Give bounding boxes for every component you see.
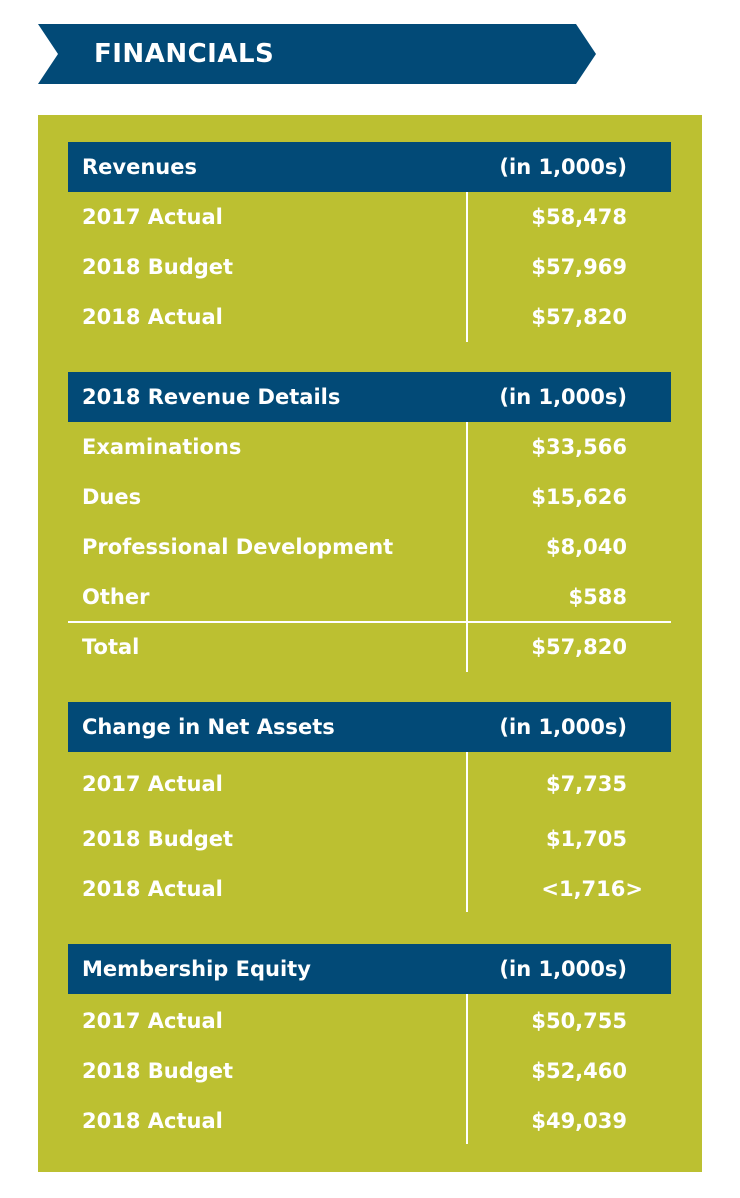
section-header: Change in Net Assets (in 1,000s) <box>68 702 671 752</box>
section-header-label: Revenues <box>82 155 197 179</box>
table-row: 2018 Budget $52,460 <box>68 1046 671 1096</box>
row-value: $33,566 <box>531 435 627 459</box>
row-value: $7,735 <box>545 772 627 796</box>
page-title: FINANCIALS <box>94 39 275 69</box>
table-row: 2018 Actual $57,820 <box>68 292 671 342</box>
row-value: $52,460 <box>531 1059 627 1083</box>
column-divider <box>466 192 468 342</box>
column-divider <box>466 994 468 1144</box>
table-row: 2018 Actual <1,716> <box>68 864 671 914</box>
revenues-section: Revenues (in 1,000s) 2017 Actual $58,478… <box>68 142 671 342</box>
table-row: Examinations $33,566 <box>68 422 671 472</box>
total-row: Total $57,820 <box>68 622 671 672</box>
row-value: $57,820 <box>531 305 627 329</box>
row-label: 2018 Actual <box>82 877 223 901</box>
row-value: $8,040 <box>545 535 627 559</box>
row-label: Dues <box>82 485 142 509</box>
table-row: 2018 Actual $49,039 <box>68 1096 671 1146</box>
row-value: $57,820 <box>531 635 627 659</box>
section-header-unit: (in 1,000s) <box>499 385 627 409</box>
row-value: $57,969 <box>531 255 627 279</box>
table-row: 2018 Budget $57,969 <box>68 242 671 292</box>
row-value: $58,478 <box>531 205 627 229</box>
section-header-label: 2018 Revenue Details <box>82 385 341 409</box>
row-value: $588 <box>568 585 627 609</box>
revenue-details-section: 2018 Revenue Details (in 1,000s) Examina… <box>68 372 671 672</box>
row-value: <1,716> <box>541 877 643 901</box>
table-row: Dues $15,626 <box>68 472 671 522</box>
table-row: Other $588 <box>68 572 671 622</box>
section-header: 2018 Revenue Details (in 1,000s) <box>68 372 671 422</box>
row-label: Examinations <box>82 435 242 459</box>
table-row: 2017 Actual $7,735 <box>68 759 671 809</box>
row-label: 2017 Actual <box>82 1009 223 1033</box>
table-row: Professional Development $8,040 <box>68 522 671 572</box>
financials-banner: FINANCIALS <box>38 24 596 84</box>
total-divider <box>68 621 671 623</box>
row-value: $50,755 <box>531 1009 627 1033</box>
row-value: $15,626 <box>531 485 627 509</box>
section-header-unit: (in 1,000s) <box>499 715 627 739</box>
row-label: Total <box>82 635 140 659</box>
section-header: Revenues (in 1,000s) <box>68 142 671 192</box>
row-label: Professional Development <box>82 535 394 559</box>
section-header-unit: (in 1,000s) <box>499 957 627 981</box>
row-value: $49,039 <box>531 1109 627 1133</box>
row-label: 2018 Budget <box>82 1059 234 1083</box>
section-header-unit: (in 1,000s) <box>499 155 627 179</box>
section-header: Membership Equity (in 1,000s) <box>68 944 671 994</box>
row-value: $1,705 <box>545 827 627 851</box>
column-divider <box>466 422 468 672</box>
financials-panel: Revenues (in 1,000s) 2017 Actual $58,478… <box>38 115 702 1172</box>
row-label: 2018 Budget <box>82 255 234 279</box>
table-row: 2018 Budget $1,705 <box>68 814 671 864</box>
row-label: 2017 Actual <box>82 772 223 796</box>
row-label: 2018 Budget <box>82 827 234 851</box>
section-header-label: Membership Equity <box>82 957 311 981</box>
table-row: 2017 Actual $50,755 <box>68 996 671 1046</box>
table-row: 2017 Actual $58,478 <box>68 192 671 242</box>
row-label: 2018 Actual <box>82 305 223 329</box>
row-label: Other <box>82 585 150 609</box>
column-divider <box>466 752 468 912</box>
section-header-label: Change in Net Assets <box>82 715 335 739</box>
membership-equity-section: Membership Equity (in 1,000s) 2017 Actua… <box>68 944 671 1144</box>
row-label: 2017 Actual <box>82 205 223 229</box>
row-label: 2018 Actual <box>82 1109 223 1133</box>
net-assets-section: Change in Net Assets (in 1,000s) 2017 Ac… <box>68 702 671 912</box>
